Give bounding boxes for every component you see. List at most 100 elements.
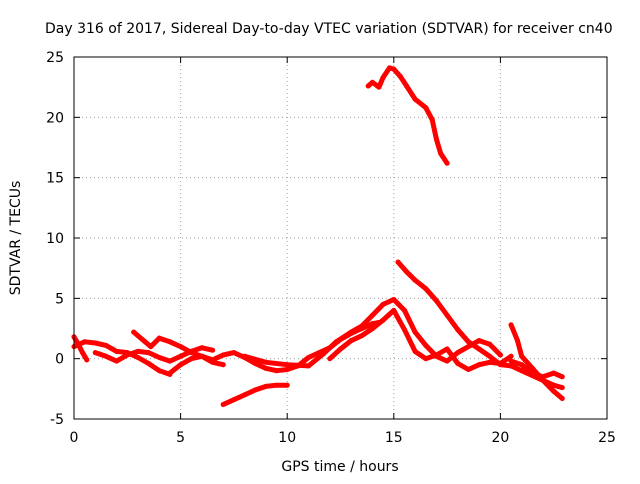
- data-point: [284, 382, 290, 388]
- series-line-arc-2: [71, 339, 173, 377]
- data-point: [359, 323, 365, 329]
- data-point: [559, 395, 565, 401]
- data-point: [333, 339, 339, 345]
- data-point: [404, 83, 410, 89]
- data-point: [487, 353, 493, 359]
- data-point: [401, 327, 407, 333]
- data-point: [487, 341, 493, 347]
- data-point: [497, 362, 503, 368]
- data-point: [359, 333, 365, 339]
- data-point: [82, 339, 88, 345]
- x-tick-label: 0: [70, 430, 79, 446]
- data-point: [306, 363, 312, 369]
- data-point: [444, 160, 450, 166]
- data-point: [135, 348, 141, 354]
- series-line-arc-12: [365, 65, 450, 166]
- data-point: [391, 307, 397, 313]
- data-point: [263, 365, 269, 371]
- data-point: [369, 312, 375, 318]
- data-point: [423, 286, 429, 292]
- data-point: [320, 351, 326, 357]
- data-point: [519, 368, 525, 374]
- data-point: [514, 338, 520, 344]
- data-point: [156, 368, 162, 374]
- data-point: [327, 356, 333, 362]
- data-point: [146, 350, 152, 356]
- data-point: [167, 370, 173, 376]
- data-point: [380, 301, 386, 307]
- data-point: [444, 312, 450, 318]
- data-point: [156, 335, 162, 341]
- data-point: [156, 354, 162, 360]
- data-point: [348, 338, 354, 344]
- data-point: [519, 362, 525, 368]
- series-line-arc-1: [71, 334, 90, 363]
- data-point: [429, 117, 435, 123]
- x-tick-label: 5: [176, 430, 185, 446]
- data-point: [455, 350, 461, 356]
- data-point: [284, 367, 290, 373]
- data-point: [412, 277, 418, 283]
- data-point: [508, 353, 514, 359]
- data-point: [139, 336, 145, 342]
- data-point: [476, 362, 482, 368]
- data-point: [92, 350, 98, 356]
- data-point: [188, 356, 194, 362]
- data-point: [391, 66, 397, 72]
- data-point: [80, 350, 86, 356]
- data-point: [124, 352, 130, 358]
- data-point: [455, 360, 461, 366]
- data-point: [559, 374, 565, 380]
- data-point: [369, 326, 375, 331]
- data-point: [199, 345, 205, 351]
- data-point: [465, 339, 471, 345]
- chart-title: Day 316 of 2017, Sidereal Day-to-day VTE…: [45, 21, 613, 37]
- x-axis-label: GPS time / hours: [281, 459, 398, 475]
- data-point: [395, 259, 401, 265]
- data-point: [148, 344, 154, 350]
- y-tick-label: 5: [55, 291, 64, 307]
- data-point: [103, 353, 109, 359]
- data-point: [476, 346, 482, 352]
- data-point: [131, 329, 137, 335]
- data-point: [199, 353, 205, 359]
- data-point: [135, 354, 141, 360]
- data-point: [210, 347, 216, 353]
- series-layer: [71, 65, 565, 408]
- data-point: [263, 383, 269, 389]
- data-point: [210, 359, 216, 365]
- data-point: [423, 356, 429, 362]
- x-tick-label: 10: [278, 430, 296, 446]
- data-point: [252, 387, 258, 393]
- data-point: [497, 352, 503, 358]
- data-point: [551, 388, 557, 394]
- data-point: [401, 307, 407, 313]
- data-point: [487, 359, 493, 365]
- data-point: [438, 151, 444, 157]
- series-line-arc-4: [131, 329, 226, 368]
- data-point: [433, 352, 439, 358]
- data-point: [306, 354, 312, 360]
- data-point: [412, 329, 418, 335]
- data-point: [274, 382, 280, 388]
- x-tick-label: 25: [598, 430, 616, 446]
- data-point: [551, 370, 557, 376]
- y-tick-label: -5: [50, 412, 64, 428]
- data-point: [412, 96, 418, 102]
- tick-layer: 0 5 10 15 20 25 -5 0 5 10 15 20 25: [46, 50, 616, 446]
- data-point: [167, 339, 173, 345]
- data-point: [231, 350, 237, 356]
- data-point: [220, 402, 226, 408]
- y-tick-label: 25: [46, 50, 64, 66]
- data-point: [444, 346, 450, 352]
- data-point: [242, 353, 248, 359]
- y-tick-label: 20: [46, 110, 64, 126]
- data-point: [146, 360, 152, 366]
- data-point: [387, 65, 393, 71]
- data-point: [508, 363, 514, 369]
- data-point: [231, 397, 237, 403]
- data-point: [84, 357, 90, 363]
- data-point: [188, 348, 194, 354]
- data-point: [103, 342, 109, 348]
- data-point: [114, 348, 120, 354]
